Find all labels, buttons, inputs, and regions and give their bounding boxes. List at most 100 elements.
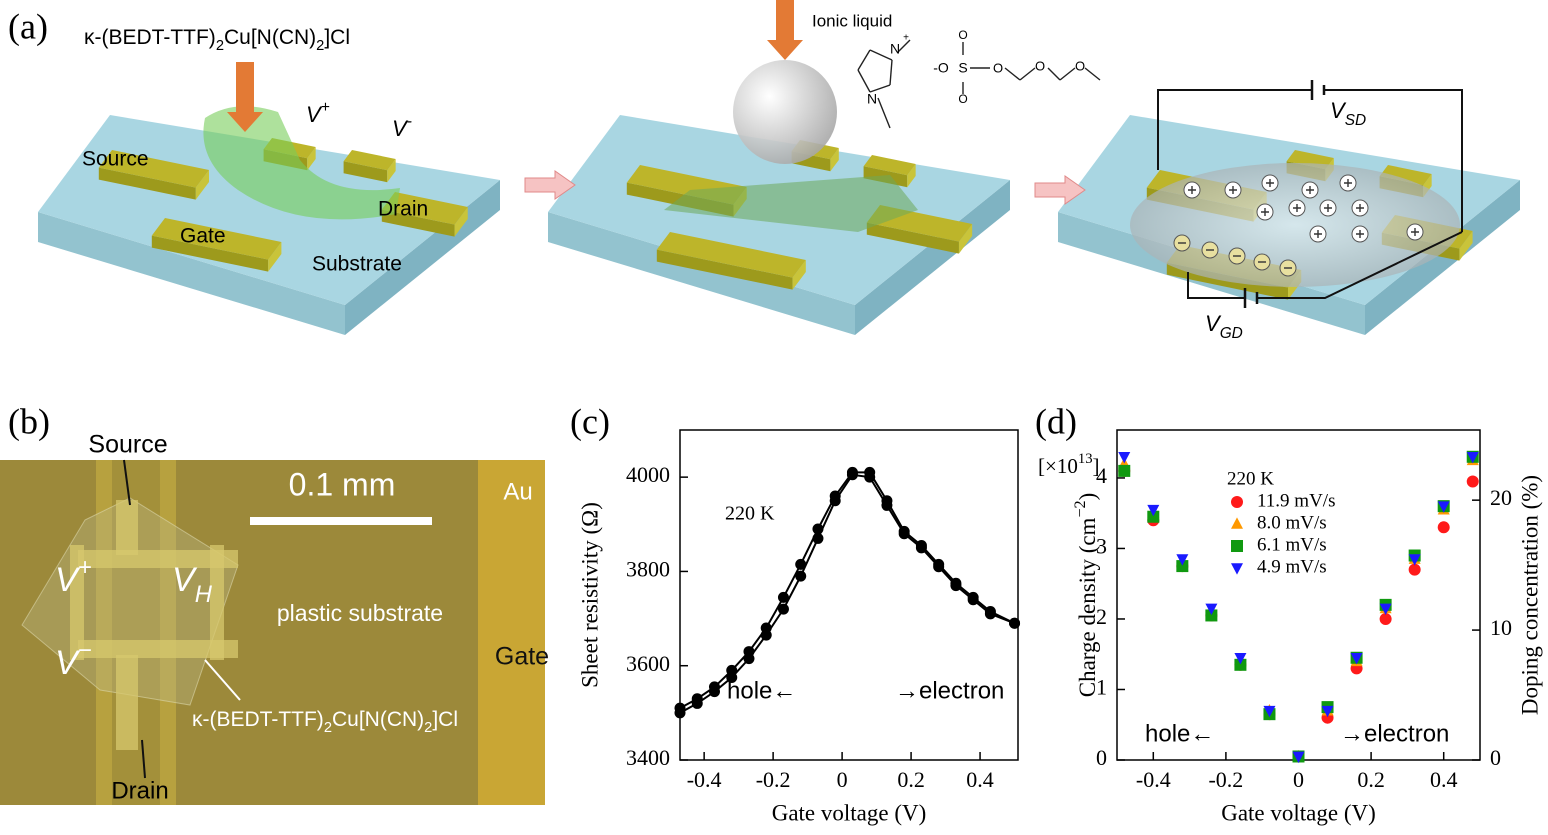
source-label: Source [82, 148, 149, 171]
v-h-label: VH [172, 561, 213, 608]
x-tick-label: -0.4 [1136, 767, 1171, 792]
text-part: κ-(BEDT-TTF) [192, 708, 324, 731]
v-plus-label: V+ [55, 554, 92, 599]
cation-sign [1266, 179, 1274, 187]
panel-label: (c) [570, 401, 610, 441]
gate-label: Gate [495, 643, 549, 671]
text-part: + [321, 99, 330, 116]
y-tick-label: 3400 [626, 745, 670, 770]
annotation: →electron [895, 677, 1004, 704]
electrode [151, 218, 282, 260]
data-point [1234, 658, 1247, 671]
text-part: Cu[N(CN) [224, 26, 316, 49]
text-part: V [392, 116, 409, 141]
electrode [381, 192, 468, 225]
contact [116, 500, 138, 555]
y-tick-label: 4 [1096, 463, 1107, 488]
bond [1004, 67, 1021, 81]
legend-marker [1231, 540, 1243, 552]
text-part: κ-(BEDT-TTF) [84, 26, 216, 49]
v-minus-label: V− [55, 637, 92, 682]
text-part: V [172, 561, 198, 599]
cation-sign [1306, 186, 1314, 194]
text-part: V [1205, 311, 1222, 336]
data-point [1437, 521, 1450, 534]
x-axis-label: Gate voltage (V) [1221, 800, 1376, 825]
data-point [1176, 554, 1189, 566]
electrode [343, 150, 396, 171]
data-point [1176, 560, 1189, 573]
contact [78, 640, 238, 658]
data-point [898, 525, 910, 537]
data-point [1292, 751, 1305, 764]
au-label: Au [503, 478, 532, 505]
data-point [1408, 563, 1421, 576]
data-point [1205, 609, 1218, 622]
x-tick-label: 0.2 [897, 767, 925, 792]
data-point [1009, 617, 1021, 629]
legend-label: 6.1 mV/s [1257, 534, 1327, 555]
text-part: Cu[N(CN) [332, 708, 424, 731]
data-point [950, 577, 962, 589]
x-tick-label: 0.4 [966, 767, 994, 792]
data-point [829, 490, 841, 502]
v-sd-label: VSD [1330, 98, 1366, 129]
contact [78, 550, 238, 568]
panel-label: (d) [1035, 401, 1077, 441]
cation-sign [1356, 204, 1364, 212]
x-tick-label: 0 [837, 767, 848, 792]
data-point [691, 693, 703, 705]
substrate-side [1365, 180, 1520, 335]
text-part: + [78, 554, 92, 581]
electrode [1379, 165, 1432, 186]
bond [889, 59, 893, 86]
electrode-side [830, 148, 839, 172]
y-axis-label: Charge density (cm−2) [1072, 493, 1100, 698]
data-point [1147, 504, 1160, 517]
v-minus-label: V- [392, 113, 412, 141]
data-point [1263, 705, 1276, 718]
atom-label: N [890, 41, 900, 57]
y-tick-label: 0 [1096, 745, 1107, 770]
data-point [984, 606, 996, 617]
plot-frame [1116, 429, 1481, 761]
x-tick-label: -0.2 [756, 767, 791, 792]
text-part: 2 [324, 720, 332, 736]
bond [1059, 67, 1076, 81]
cation-sign [1314, 230, 1322, 238]
pointer [204, 659, 241, 701]
bond [857, 49, 871, 71]
y-tick-label: 3600 [626, 651, 670, 676]
data-point [881, 495, 893, 507]
data-point [1437, 501, 1450, 513]
formula: κ-(BEDT-TTF)2Cu[N(CN)2]Cl [84, 26, 350, 54]
contact [210, 545, 224, 660]
text-part: ]Cl [324, 26, 350, 49]
plot-frame [679, 429, 1019, 761]
legend-label: 11.9 mV/s [1257, 490, 1335, 511]
bond [877, 97, 891, 129]
y2-tick-label: 10 [1490, 615, 1512, 640]
bond [857, 69, 871, 93]
data-point [726, 664, 738, 676]
arrow [767, 40, 803, 60]
electrode-side [195, 170, 209, 200]
text-part: ) [1075, 493, 1100, 501]
drain-label: Drain [378, 198, 428, 221]
y-axis-label: Sheet resistivity (Ω) [577, 502, 602, 688]
data-point [777, 603, 789, 615]
text-part: V [306, 102, 323, 127]
annotation: →electron [1340, 720, 1449, 747]
legend-label: 4.9 mV/s [1257, 556, 1327, 577]
x-axis-label: Gate voltage (V) [772, 800, 927, 825]
text-part: GD [1220, 325, 1243, 342]
contact [70, 545, 84, 660]
electrode-side [268, 242, 282, 272]
atom-label: O [958, 28, 967, 42]
y-tick-label: 3 [1096, 534, 1107, 559]
annotation: hole← [727, 677, 796, 704]
text-part: 13 [1078, 451, 1093, 467]
cation-sign [1356, 230, 1364, 238]
annotation: hole← [1145, 720, 1214, 747]
